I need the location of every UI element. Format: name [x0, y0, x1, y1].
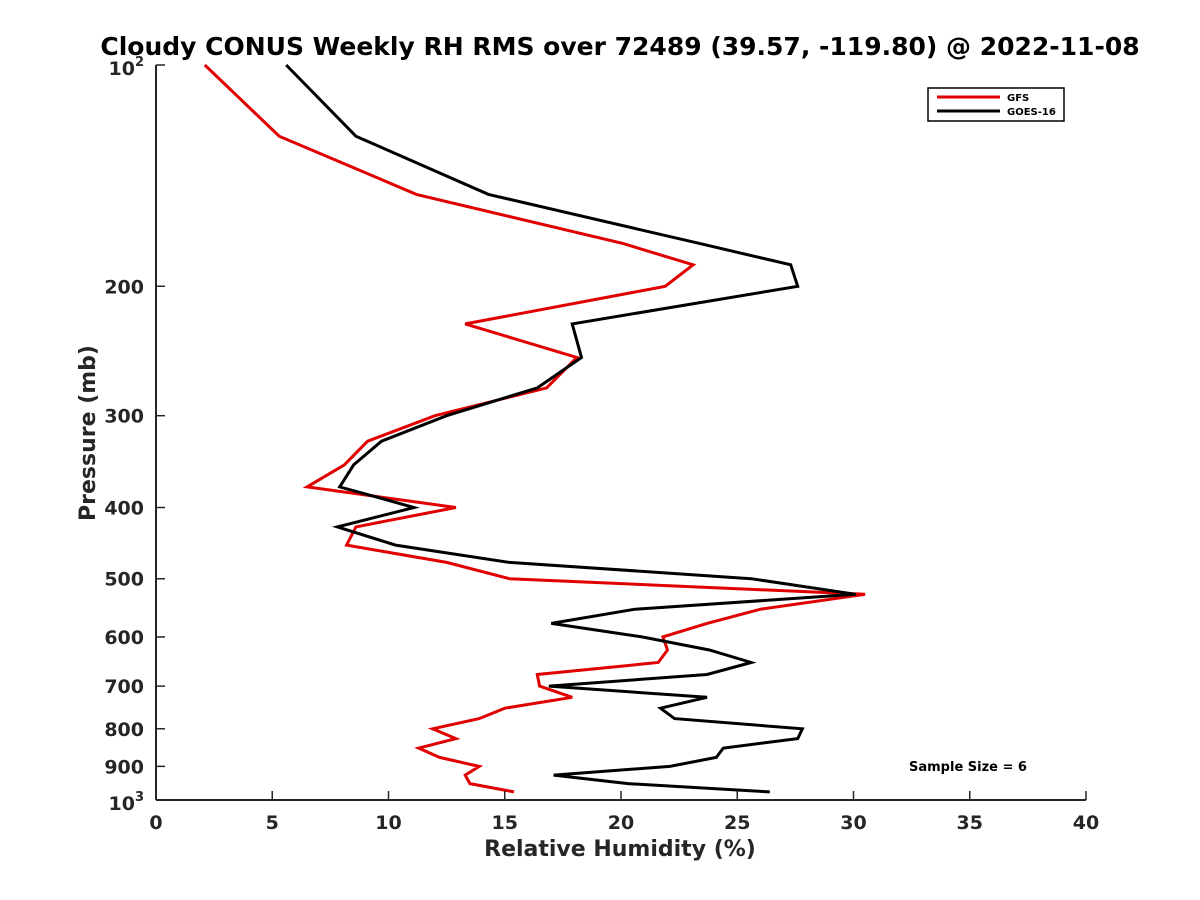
- y-tick-label: 103: [109, 790, 145, 815]
- x-tick-label: 40: [1073, 812, 1099, 834]
- legend-label-goes16: GOES-16: [1007, 107, 1056, 118]
- y-tick-label: 400: [104, 498, 144, 520]
- x-tick-label: 15: [492, 812, 518, 834]
- x-tick-label: 35: [957, 812, 983, 834]
- legend: GFS GOES-16: [927, 87, 1065, 122]
- plot-area: 0 5 10 15 20 25 30 35 40 102 200 300 400 500 600 700 80…: [104, 55, 1099, 834]
- x-tick-label: 5: [266, 812, 279, 834]
- x-axis-ticks: 0 5 10 15 20 25 30 35 40: [149, 791, 1099, 834]
- y-tick-label: 500: [104, 569, 144, 591]
- series-line-gfs: [203, 63, 866, 794]
- y-axis-ticks: 102 200 300 400 500 600 700 800 900 103: [104, 55, 165, 815]
- series-line-goes-16: [285, 63, 857, 794]
- y-tick-label: 102: [109, 55, 145, 80]
- x-tick-label: 30: [840, 812, 866, 834]
- x-tick-label: 20: [608, 812, 634, 834]
- x-axis-label: Relative Humidity (%): [484, 837, 756, 862]
- y-tick-label: 300: [104, 406, 144, 428]
- series-layer: [203, 63, 866, 794]
- y-tick-label: 700: [104, 676, 144, 698]
- y-tick-label: 600: [104, 627, 144, 649]
- y-tick-label: 200: [104, 276, 144, 298]
- y-axis-label: Pressure (mb): [76, 345, 101, 521]
- x-tick-label: 10: [375, 812, 401, 834]
- y-tick-label: 800: [104, 719, 144, 741]
- legend-box: [927, 87, 1065, 122]
- y-tick-label: 900: [104, 756, 144, 778]
- legend-label-gfs: GFS: [1007, 93, 1029, 104]
- chart-title: Cloudy CONUS Weekly RH RMS over 72489 (3…: [100, 32, 1139, 61]
- x-tick-label: 0: [149, 812, 162, 834]
- x-tick-label: 25: [724, 812, 750, 834]
- sample-size-annotation: Sample Size = 6: [909, 760, 1027, 775]
